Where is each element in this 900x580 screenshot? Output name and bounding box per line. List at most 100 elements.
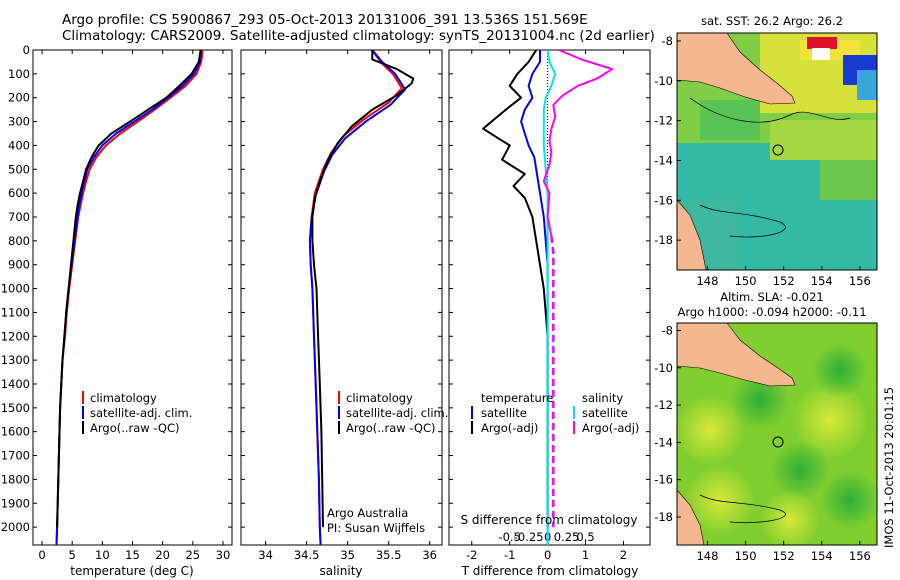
series-line — [542, 50, 557, 545]
legend-heading-temperature: temperature — [481, 391, 553, 405]
x-tick-label: -1 — [504, 548, 515, 562]
x-tick-label: 5 — [69, 548, 76, 562]
difference-legend-temperature: temperature satellite Argo(-adj) — [471, 391, 553, 435]
y-tick-label: 100 — [8, 67, 30, 81]
legend-label-t-satellite: satellite — [481, 406, 527, 420]
sla-map-field — [675, 342, 880, 550]
salinity-legend: climatology satellite-adj. clim. Argo(..… — [338, 391, 448, 435]
series-line-dashed — [550, 235, 555, 528]
map-y-tick-label: -10 — [654, 74, 673, 88]
x-tick-label: 25 — [185, 548, 200, 562]
side-stamp: IMOS 11-Oct-2013 20:01:15 — [882, 387, 896, 548]
s-tick-label: -0.25 — [514, 530, 544, 544]
sla-argo-location — [772, 436, 784, 448]
legend-label-satellite-adj: satellite-adj. clim. — [90, 406, 192, 420]
map-y-tick-label: -16 — [654, 193, 673, 207]
sst-map-frame — [676, 32, 878, 271]
sla-map-ticks: -8 -10 -12 -14 -16 -18 148 150 152 154 156 — [654, 323, 871, 563]
map-y-tick-label: -10 — [654, 361, 673, 375]
temperature-lines — [55, 50, 204, 545]
map-y-tick-label: -14 — [654, 435, 673, 449]
map-x-tick-label: 150 — [735, 274, 757, 288]
map-x-tick-label: 156 — [849, 274, 871, 288]
s-tick-label: 0.25 — [554, 530, 580, 544]
y-tick-label: 1200 — [1, 329, 30, 343]
y-tick-label: 1700 — [1, 449, 30, 463]
x-tick-label: 10 — [95, 548, 110, 562]
salinity-x-label: salinity — [319, 564, 362, 578]
map-y-tick-label: -12 — [654, 114, 673, 128]
header-line-2: Climatology: CARS2009. Satellite-adjuste… — [62, 28, 655, 44]
y-tick-label: 400 — [8, 138, 30, 152]
x-tick-label: 34.5 — [294, 548, 320, 562]
sla-depth-contour — [699, 494, 786, 524]
sst-map-ticks: -8 -10 -12 -14 -16 -18 148 150 152 154 156 — [654, 34, 871, 288]
sla-map-subtitle: Argo h1000: -0.094 h2000: -0.11 — [677, 305, 866, 319]
sla-map-title: Altim. SLA: -0.021 — [720, 290, 824, 304]
y-tick-label: 1900 — [1, 496, 30, 510]
difference-x-label: T difference from climatology — [461, 564, 639, 578]
legend-label-satellite-adj: satellite-adj. clim. — [346, 406, 448, 420]
sst-depth-contour — [689, 97, 851, 238]
temperature-panel: 0100200300400500600700800900100011001200… — [1, 43, 233, 578]
y-tick-label: 600 — [8, 186, 30, 200]
map-x-tick-label: 152 — [773, 274, 795, 288]
y-tick-label: 1400 — [1, 377, 30, 391]
difference-axes-frame — [448, 49, 651, 546]
y-tick-label: 700 — [8, 210, 30, 224]
y-tick-label: 1300 — [1, 353, 30, 367]
x-tick-label: 35.5 — [376, 548, 402, 562]
salinity-axes-frame — [240, 49, 443, 546]
header-line-1: Argo profile: CS 5900867_293 05-Oct-2013… — [62, 12, 588, 28]
map-x-tick-label: 152 — [773, 549, 795, 563]
sst-argo-location — [772, 144, 784, 156]
y-tick-label: 200 — [8, 91, 30, 105]
y-tick-label: 1000 — [1, 282, 30, 296]
map-y-tick-label: -18 — [654, 233, 673, 247]
x-tick-label: 36 — [422, 548, 437, 562]
x-tick-label: 30 — [216, 548, 231, 562]
legend-label-t-argo: Argo(-adj) — [481, 421, 538, 435]
y-tick-label: 1800 — [1, 472, 30, 486]
y-tick-label: 500 — [8, 162, 30, 176]
temperature-axes-frame — [32, 49, 233, 546]
map-y-tick-label: -12 — [654, 398, 673, 412]
x-tick-label: -2 — [466, 548, 477, 562]
y-tick-label: 800 — [8, 234, 30, 248]
x-tick-label: 20 — [155, 548, 170, 562]
annotation-pi: PI: Susan Wijffels — [327, 521, 425, 535]
map-x-tick-label: 154 — [811, 549, 833, 563]
map-x-tick-label: 150 — [735, 549, 757, 563]
annotation-argo-australia: Argo Australia — [327, 506, 408, 520]
sla-map: Altim. SLA: -0.021 Argo h1000: -0.094 h2… — [654, 290, 880, 563]
map-y-tick-label: -8 — [662, 34, 673, 48]
legend-label-climatology: climatology — [90, 391, 157, 405]
salinity-lines — [308, 50, 415, 545]
legend-label-s-argo: Argo(-adj) — [582, 421, 639, 435]
salinity-ticks: 34 34.5 35 35.5 36 — [241, 49, 442, 562]
series-line — [542, 50, 614, 237]
map-x-tick-label: 148 — [696, 274, 718, 288]
y-tick-label: 2000 — [1, 520, 30, 534]
temperature-legend: climatology satellite-adj. clim. Argo(..… — [82, 391, 192, 435]
x-tick-label: 15 — [125, 548, 140, 562]
s-tick-label: -0.5 — [498, 530, 520, 544]
x-tick-label: 35 — [340, 548, 355, 562]
map-y-tick-label: -18 — [654, 510, 673, 524]
y-tick-label: 1600 — [1, 425, 30, 439]
y-tick-label: 0 — [23, 43, 30, 57]
x-tick-label: 0 — [38, 548, 45, 562]
legend-label-argo: Argo(..raw -QC) — [90, 421, 180, 435]
x-tick-label: 2 — [620, 548, 627, 562]
sst-land-png — [676, 32, 796, 105]
legend-label-argo: Argo(..raw -QC) — [346, 421, 436, 435]
map-x-tick-label: 156 — [849, 549, 871, 563]
map-y-tick-label: -8 — [662, 323, 673, 337]
map-y-tick-label: -14 — [654, 153, 673, 167]
series-line — [311, 50, 415, 528]
y-tick-label: 300 — [8, 115, 30, 129]
y-tick-label: 1100 — [1, 305, 30, 319]
